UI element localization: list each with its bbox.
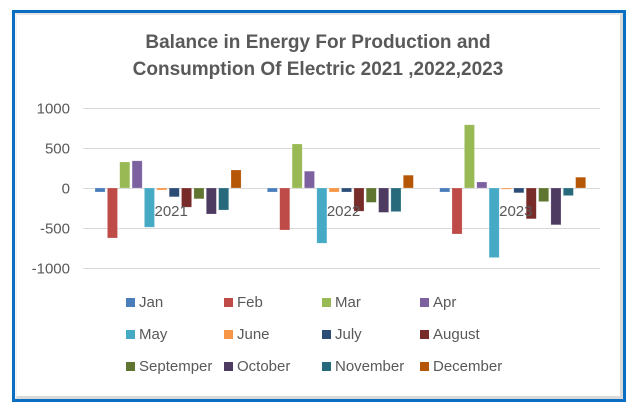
bar-july-2023 [513,187,525,194]
chart-title-line-2: Consumption Of Electric 2021 ,2022,2023 [132,59,504,80]
bar-feb-2022 [279,187,291,231]
legend-label: July [335,326,362,343]
legend-item-feb: Feb [224,294,263,311]
bar-septemper-2023 [538,187,549,202]
y-axis-tick-labels: 1000 500 0 -500 -1000 [32,101,70,278]
legend-swatch [420,298,429,307]
legend-label: June [237,326,270,343]
legend-label: October [237,358,291,375]
bar-septemper-2021 [193,187,205,200]
bar-december-2021 [230,169,242,189]
bar-jan-2022 [266,187,278,193]
bar-october-2021 [206,187,217,215]
legend-label: Mar [335,294,361,311]
bar-apr-2022 [304,170,315,189]
bar-may-2023 [488,187,500,258]
bar-november-2022 [390,187,402,212]
legend-label: Jan [139,294,164,311]
chart-title-line-1: Balance in Energy For Production and [145,32,491,53]
legend-swatch [126,362,135,371]
legend-swatch [322,362,331,371]
legend-item-may: May [126,326,167,343]
bar-july-2022 [341,187,352,193]
legend-item-november: November [322,358,404,375]
bar-mar-2023 [464,124,475,189]
legend-label: May [139,326,168,343]
legend-item-jan: Jan [126,294,163,311]
legend-swatch [224,330,233,339]
bar-august-2023 [525,187,537,220]
legend-item-septemper: Septemper [126,358,212,375]
bar-apr-2021 [131,160,143,189]
bar-december-2023 [575,176,586,189]
legend-item-june: June [224,326,270,343]
legend-swatch [322,330,331,339]
bar-june-2023 [501,187,512,190]
y-tick-label: -1000 [32,261,70,278]
legend-item-mar: Mar [322,294,361,311]
legend-swatch [126,298,135,307]
bar-october-2022 [378,187,390,213]
legend-item-december: December [420,358,502,375]
bar-mar-2021 [119,161,131,189]
legend-item-october: October [224,358,290,375]
bar-may-2022 [316,187,328,244]
bar-july-2021 [168,187,180,198]
legend-swatch [420,330,429,339]
legend-item-apr: Apr [420,294,456,311]
legend-swatch [224,362,233,371]
chart-frame [12,10,626,402]
bar-apr-2023 [476,181,488,189]
bar-may-2021 [144,187,155,228]
bar-feb-2023 [451,187,463,235]
legend-label: November [335,358,405,375]
legend-label: August [433,326,480,343]
bar-november-2023 [562,187,574,196]
bar-august-2022 [353,187,365,212]
legend-label: Apr [433,294,457,311]
bar-feb-2021 [107,187,118,239]
legend-label: Feb [237,294,263,311]
category-label: 2023 [499,203,532,220]
legend-item-july: July [322,326,362,343]
legend-label: December [433,358,503,375]
bar-june-2022 [328,187,340,193]
bar-jan-2021 [94,187,106,193]
bar-december-2022 [402,174,414,189]
category-labels: 2021 2022 2023 [155,203,533,220]
category-label: 2022 [327,203,360,220]
chart-title: Balance in Energy For Production and Con… [0,29,636,83]
legend-swatch [420,362,429,371]
y-tick-label: -500 [40,221,70,238]
chart-frame-inner-border [15,13,623,399]
bar-november-2021 [218,187,230,211]
bar-septemper-2022 [365,187,377,203]
bar-august-2021 [181,187,192,208]
bar-mar-2022 [291,143,303,189]
category-label: 2021 [155,203,188,220]
bar-june-2021 [156,187,168,191]
legend-item-august: August [420,326,480,343]
bar-jan-2023 [439,187,451,193]
y-tick-label: 500 [45,141,70,158]
bars [94,124,586,258]
bar-october-2023 [550,187,562,226]
y-tick-label: 0 [62,181,70,198]
legend-swatch [322,298,331,307]
legend-swatch [126,330,135,339]
y-tick-label: 1000 [37,101,70,118]
legend-label: Septemper [139,358,213,375]
legend-swatch [224,298,233,307]
